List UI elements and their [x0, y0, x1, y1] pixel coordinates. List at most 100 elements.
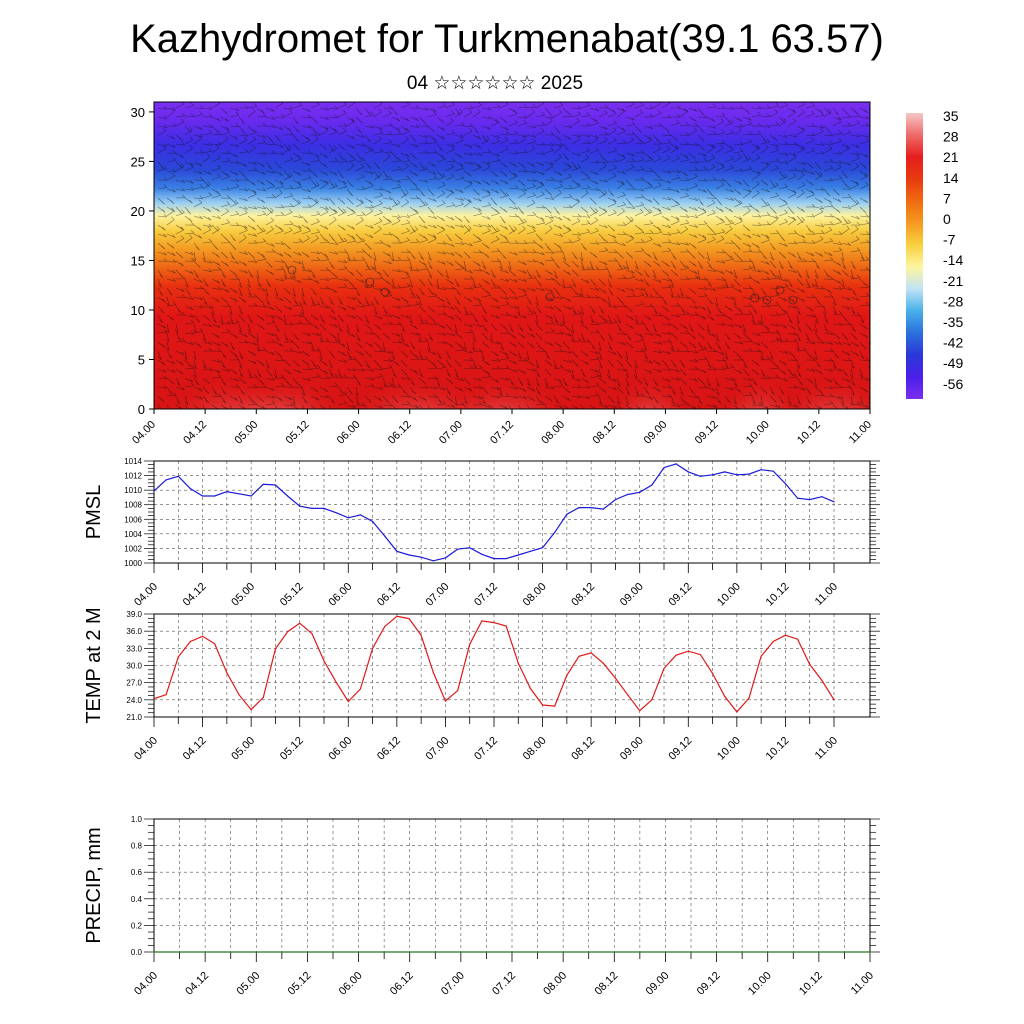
wind-barb-flag	[541, 121, 546, 125]
wind-barb-flag	[721, 228, 726, 233]
wind-barb-flag	[468, 173, 472, 177]
wind-barb-flag	[703, 220, 708, 225]
wind-barb-flag	[595, 187, 600, 191]
wind-barb-flag	[512, 201, 516, 205]
wind-barb-flag	[189, 126, 193, 131]
wind-barb-flag	[694, 224, 698, 228]
wind-barb	[562, 269, 571, 276]
wind-barb	[400, 215, 410, 218]
wind-barb-flag	[577, 133, 582, 137]
wind-barb-flag	[298, 252, 302, 256]
wind-barb	[751, 170, 761, 174]
wind-barb-flag	[657, 226, 661, 231]
wind-barb-flag	[252, 182, 256, 186]
wind-barb-flag	[235, 210, 240, 215]
wind-barb-flag	[657, 145, 662, 149]
wind-barb	[265, 242, 275, 247]
wind-barb-flag	[450, 163, 455, 167]
wind-barb	[355, 188, 366, 190]
wind-barb	[796, 129, 805, 136]
wind-barb-flag	[343, 259, 348, 264]
wind-barb-flag	[505, 238, 510, 243]
wind-barb	[229, 125, 240, 128]
wind-barb-flag	[568, 173, 572, 178]
wind-barb	[688, 185, 698, 190]
wind-barb	[274, 152, 284, 156]
wind-barb-flag	[451, 110, 455, 114]
wind-barb	[562, 176, 572, 181]
wind-barb	[193, 138, 202, 145]
wind-barb-flag	[766, 113, 771, 117]
wind-barb	[544, 116, 554, 119]
wind-barb-flag	[217, 192, 221, 196]
wind-barb-flag	[820, 229, 825, 234]
wind-barb	[238, 224, 248, 229]
wind-barb-flag	[818, 173, 822, 178]
wind-barb-flag	[847, 193, 852, 198]
wind-barb	[238, 206, 248, 210]
wind-barb-flag	[189, 145, 193, 149]
wind-barb-flag	[590, 266, 594, 270]
wind-barb-flag	[756, 145, 760, 150]
wind-barb-flag	[586, 102, 590, 106]
wind-barb	[715, 221, 725, 226]
wind-barb	[517, 193, 526, 199]
wind-barb-flag	[844, 111, 849, 115]
wind-barb	[481, 166, 491, 172]
wind-barb-flag	[421, 192, 425, 197]
wind-barb	[355, 240, 365, 244]
wind-barb-flag	[430, 210, 435, 215]
wind-barb	[535, 143, 545, 146]
wind-barb	[571, 107, 582, 110]
wind-barb-flag	[844, 219, 848, 224]
wind-barb	[472, 286, 482, 289]
wind-barb-flag	[685, 132, 690, 136]
wind-barb-flag	[811, 258, 816, 263]
wind-barb-flag	[724, 284, 729, 288]
wind-barb	[274, 170, 283, 176]
wind-barb-flag	[648, 208, 653, 213]
wind-barb-flag	[595, 227, 599, 232]
wind-barb	[625, 206, 635, 209]
wind-barb-flag	[334, 274, 339, 279]
wind-barb-flag	[279, 172, 283, 176]
wind-barb-flag	[180, 235, 185, 239]
wind-barb	[436, 260, 446, 265]
wind-barb-flag	[514, 213, 519, 218]
wind-barb-flag	[703, 114, 708, 118]
wind-barb-flag	[477, 207, 482, 212]
wind-barb-flag	[595, 147, 599, 151]
wind-barb-flag	[775, 143, 779, 148]
wind-barb	[175, 115, 185, 118]
wind-barb	[643, 125, 653, 129]
wind-barb	[832, 260, 841, 266]
wind-barb	[643, 211, 653, 217]
wind-barb-flag	[440, 119, 445, 123]
wind-barb-flag	[829, 221, 834, 225]
wind-barb-flag	[730, 155, 734, 160]
wind-barb	[526, 125, 536, 128]
wind-barb	[679, 170, 688, 177]
wind-barb	[850, 238, 860, 244]
wind-barb	[274, 296, 284, 302]
wind-barb-flag	[712, 268, 717, 272]
wind-barb-flag	[836, 191, 840, 196]
wind-barb-flag	[325, 125, 329, 130]
wind-barb	[535, 184, 545, 190]
wind-barb-flag	[604, 239, 609, 243]
wind-barb-flag	[313, 129, 317, 134]
wind-barb-flag	[604, 178, 609, 183]
wind-barb-flag	[549, 289, 554, 293]
wind-barb-flag	[826, 192, 831, 197]
wind-barb	[418, 143, 429, 145]
wind-barb-flag	[462, 266, 467, 271]
wind-barb-flag	[285, 265, 289, 270]
wind-barb-flag	[332, 272, 336, 277]
wind-barb-flag	[784, 102, 788, 106]
wind-barb	[580, 157, 590, 163]
wind-barb	[616, 278, 627, 280]
wind-barb	[157, 143, 167, 147]
wind-barb-flag	[667, 284, 672, 288]
wind-barb	[814, 206, 824, 210]
wind-barb-flag	[829, 140, 834, 145]
